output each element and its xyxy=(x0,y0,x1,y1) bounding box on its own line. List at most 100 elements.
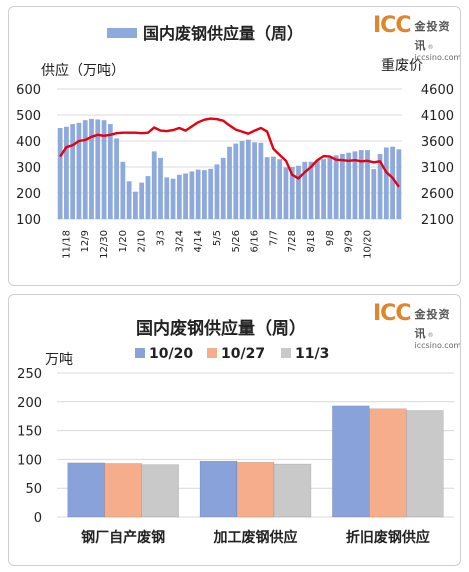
supply-bar xyxy=(158,157,163,219)
supply-bar xyxy=(95,119,101,219)
supply-bar xyxy=(139,182,145,219)
x-tick-label: 12/9 xyxy=(80,230,91,252)
supply-bar xyxy=(120,161,126,219)
supply-bar xyxy=(283,167,289,219)
supply-bar xyxy=(277,159,283,219)
supply-bar xyxy=(176,174,182,219)
supply-bar xyxy=(57,128,63,219)
y2-tick-label: 2600 xyxy=(421,187,454,202)
x-tick-label: 1/20 xyxy=(118,230,129,252)
supply-bar xyxy=(76,122,82,219)
logo-reg: ® xyxy=(427,44,434,51)
supply-bar xyxy=(371,169,377,219)
y-axis-label: 万吨 xyxy=(45,352,73,368)
logo-mark: ICC xyxy=(373,13,411,38)
supply-bar xyxy=(352,151,358,219)
supply-bar xyxy=(114,138,119,219)
x-tick-label: 9/29 xyxy=(344,230,355,252)
supply-bar xyxy=(208,168,214,219)
x-tick-label: 12/30 xyxy=(99,230,110,259)
logo-name: 金投资讯 xyxy=(414,308,451,340)
supply-bar xyxy=(107,124,113,219)
category-label: 折旧废钢供应 xyxy=(346,529,430,546)
supply-composition-chart-panel: 国内废钢供应量（周） 万吨 0 50 100 150 200 250 钢厂自产废钢 加工废钢供应 折… xyxy=(8,294,461,566)
legend-label: 10/27 xyxy=(221,346,265,362)
category-label: 钢厂自产废钢 xyxy=(81,529,165,546)
y-tick-label: 400 xyxy=(16,135,41,150)
x-tick-label: 3/3 xyxy=(156,230,167,246)
legend-swatch xyxy=(281,348,291,358)
y-tick-label: 150 xyxy=(17,425,42,440)
supply-composition-chart: 国内废钢供应量（周） 万吨 0 50 100 150 200 250 钢厂自产废钢 加工废钢供应 折… xyxy=(17,318,454,546)
y-tick-label: 250 xyxy=(17,367,42,382)
legend-label: 国内废钢供应量（周） xyxy=(143,24,303,43)
supply-bar xyxy=(239,141,245,219)
supply-bar xyxy=(365,150,370,219)
y-tick-label: 100 xyxy=(17,453,42,468)
x-tick-label: 7/28 xyxy=(287,230,298,252)
logo-domain: iccsino.com xyxy=(414,341,461,350)
y-tick-label: 50 xyxy=(25,482,42,497)
supply-bar xyxy=(214,164,220,219)
supply-bar xyxy=(333,155,339,219)
supply-bar xyxy=(383,147,389,219)
supply-bar xyxy=(170,178,176,219)
x-tick-label: 3/24 xyxy=(174,230,185,252)
legend-swatch xyxy=(107,28,137,38)
supply-bar xyxy=(64,126,69,219)
bar-10-27 xyxy=(236,461,275,518)
supply-bar xyxy=(220,157,226,219)
supply-bar xyxy=(189,171,195,219)
supply-bar xyxy=(151,151,157,219)
supply-bar xyxy=(271,156,276,219)
supply-bar xyxy=(346,152,352,219)
bar-11-3 xyxy=(406,410,444,518)
y2-tick-label: 3100 xyxy=(421,161,454,176)
logo-domain: iccsino.com xyxy=(414,53,461,62)
chart-title: 国内废钢供应量（周） xyxy=(136,318,306,339)
supply-bar xyxy=(164,177,170,219)
icc-logo: ICC 金投资讯® iccsino.com xyxy=(373,13,461,63)
supply-bar xyxy=(390,146,395,219)
y-tick-label: 300 xyxy=(16,161,41,176)
supply-bar xyxy=(308,161,314,219)
y-tick-label: 500 xyxy=(16,109,41,124)
x-tick-label: 4/14 xyxy=(193,230,204,252)
x-tick-label: 11/18 xyxy=(61,230,72,259)
supply-bar xyxy=(327,157,333,219)
supply-bar xyxy=(377,154,383,219)
supply-bar xyxy=(264,157,270,219)
supply-bar xyxy=(289,167,295,219)
y2-tick-label: 3600 xyxy=(421,135,454,150)
logo-mark: ICC xyxy=(373,301,411,326)
bar-10-27 xyxy=(369,408,407,518)
price-line xyxy=(59,117,400,188)
bar-10-20 xyxy=(332,405,370,518)
supply-bar xyxy=(296,165,301,219)
x-tick-label: 6/16 xyxy=(250,230,261,252)
bar-10-27 xyxy=(104,463,142,518)
x-tick-label: 2/10 xyxy=(137,230,148,252)
legend-swatch xyxy=(135,348,145,358)
supply-bar xyxy=(145,176,151,219)
bar-11-3 xyxy=(141,464,179,518)
y-tick-label: 100 xyxy=(16,213,41,228)
supply-bar xyxy=(70,124,76,219)
supply-bar xyxy=(227,146,232,219)
supply-bar xyxy=(258,142,264,219)
x-tick-label: 10/20 xyxy=(363,230,374,259)
x-tick-label: 7/7 xyxy=(268,230,279,246)
legend-label: 10/20 xyxy=(149,346,193,362)
supply-bar xyxy=(202,170,207,219)
x-tick-label: 9/8 xyxy=(325,230,336,246)
supply-bar xyxy=(252,142,257,219)
supply-bar xyxy=(133,191,138,219)
supply-bar xyxy=(195,169,201,219)
supply-bar xyxy=(245,139,251,219)
logo-name: 金投资讯 xyxy=(414,20,451,52)
bar-10-20 xyxy=(199,460,238,518)
icc-logo-2: ICC 金投资讯® iccsino.com xyxy=(373,301,461,351)
y-tick-label: 600 xyxy=(16,83,41,98)
supply-bar xyxy=(302,161,308,219)
y2-axis-label: 重废价 xyxy=(381,58,423,74)
